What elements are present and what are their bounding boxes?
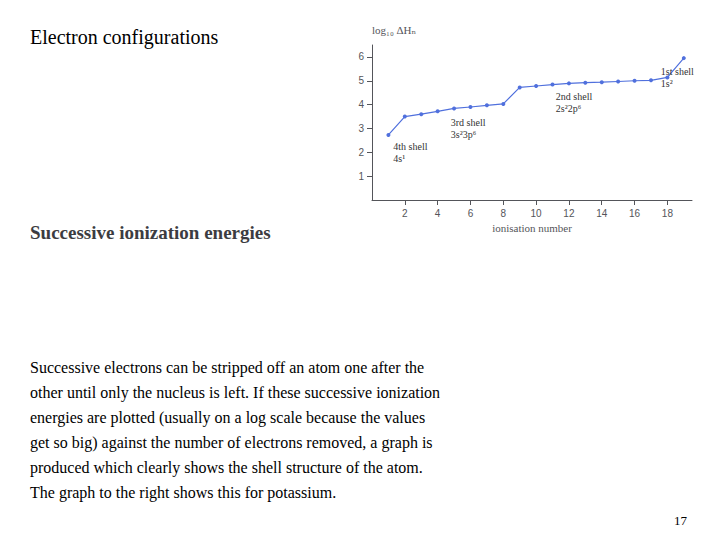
svg-text:energies are plotted (usually: energies are plotted (usually on a log s… — [30, 409, 425, 427]
svg-text:ionisation number: ionisation number — [492, 222, 572, 234]
svg-text:5: 5 — [358, 75, 364, 86]
svg-text:2s²2p⁶: 2s²2p⁶ — [556, 103, 582, 114]
svg-text:4th shell: 4th shell — [393, 141, 427, 152]
svg-text:1: 1 — [358, 171, 364, 182]
svg-text:6: 6 — [358, 51, 364, 62]
svg-text:Successive electrons can be st: Successive electrons can be stripped off… — [30, 359, 424, 377]
svg-text:2: 2 — [402, 208, 408, 219]
svg-text:The graph to the right shows t: The graph to the right shows this for po… — [30, 484, 336, 502]
svg-text:17: 17 — [674, 513, 688, 528]
svg-text:14: 14 — [596, 208, 608, 219]
svg-text:8: 8 — [501, 208, 507, 219]
svg-text:produced which clearly shows t: produced which clearly shows the shell s… — [30, 459, 423, 477]
svg-text:3s²3p⁶: 3s²3p⁶ — [451, 129, 477, 140]
svg-text:12: 12 — [563, 208, 575, 219]
svg-text:6: 6 — [468, 208, 474, 219]
svg-text:1st shell: 1st shell — [661, 66, 694, 77]
svg-text:other until only the nucleus i: other until only the nucleus is left. If… — [30, 384, 440, 402]
svg-text:Successive ionization energies: Successive ionization energies — [30, 222, 271, 243]
svg-text:1s²: 1s² — [661, 78, 673, 89]
svg-text:get so big) against the number: get so big) against the number of electr… — [30, 434, 433, 452]
svg-text:18: 18 — [662, 208, 674, 219]
svg-text:3rd shell: 3rd shell — [451, 117, 486, 128]
svg-text:2: 2 — [358, 147, 364, 158]
svg-text:log₁₀ ΔHₙ: log₁₀ ΔHₙ — [372, 24, 416, 36]
svg-text:10: 10 — [531, 208, 543, 219]
svg-text:Electron configurations: Electron configurations — [30, 26, 218, 49]
svg-text:4s¹: 4s¹ — [393, 153, 405, 164]
svg-text:4: 4 — [358, 99, 364, 110]
svg-text:3: 3 — [358, 123, 364, 134]
svg-text:2nd shell: 2nd shell — [556, 91, 593, 102]
svg-text:16: 16 — [629, 208, 641, 219]
svg-text:4: 4 — [435, 208, 441, 219]
